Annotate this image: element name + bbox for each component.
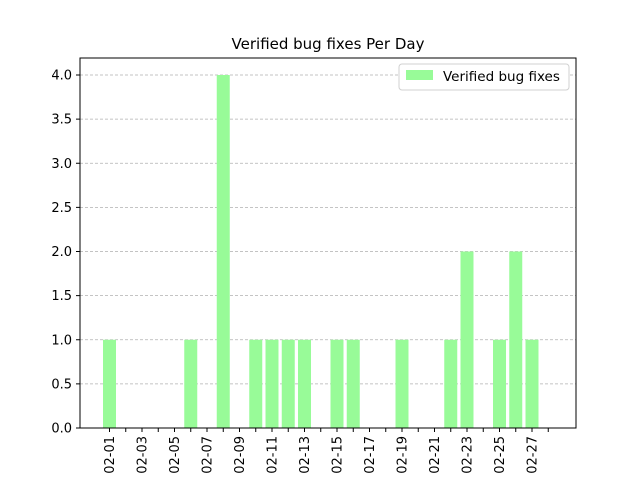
bar	[460, 251, 474, 428]
x-tick-label: 02-17	[363, 436, 378, 474]
bar	[493, 339, 506, 428]
x-tick-label: 02-13	[298, 436, 313, 474]
x-axis: 02-01 02-03 02-05 02-07 02-09 02-11 02-13 02-15…	[103, 428, 549, 474]
y-axis: 0.0 0.5 1.0 1.5 2.0 2.5 3.0 3.5 4.0	[51, 69, 80, 437]
x-tick-label: 02-27	[526, 436, 541, 474]
y-tick-label: 3.0	[51, 157, 72, 172]
x-tick-label: 02-21	[428, 436, 443, 474]
x-tick-label: 02-09	[233, 436, 248, 474]
x-tick-label: 02-23	[461, 436, 476, 474]
legend: Verified bug fixes	[398, 63, 570, 91]
x-tick-label: 02-15	[331, 436, 346, 474]
grid-lines	[80, 74, 576, 429]
bar	[330, 339, 344, 428]
bar	[103, 339, 116, 428]
legend-label: Verified bug fixes	[443, 69, 560, 85]
y-tick-label: 3.5	[51, 113, 72, 128]
bar	[525, 339, 539, 428]
bar	[444, 339, 458, 428]
x-tick-label: 02-01	[103, 436, 118, 474]
bar	[216, 75, 230, 428]
chart-title: Verified bug fixes Per Day	[232, 35, 425, 53]
bars	[103, 75, 539, 428]
y-tick-label: 2.0	[51, 245, 72, 260]
x-tick-label: 02-07	[201, 436, 216, 474]
x-tick-label: 02-05	[168, 436, 183, 474]
x-tick-label: 02-19	[396, 436, 411, 474]
y-tick-label: 4.0	[51, 69, 72, 84]
x-tick-label: 02-25	[493, 436, 508, 474]
bar	[281, 339, 295, 428]
y-tick-label: 0.0	[51, 422, 72, 437]
legend-box	[398, 63, 570, 91]
x-tick-label: 02-11	[266, 436, 281, 474]
y-tick-label: 0.5	[51, 377, 72, 392]
bar	[184, 339, 198, 428]
axes-frame	[79, 57, 577, 429]
x-tick-label: 02-03	[136, 436, 151, 474]
bar	[298, 339, 311, 428]
bar	[249, 339, 263, 428]
bar	[346, 339, 360, 428]
bar	[509, 251, 523, 428]
bar	[395, 339, 409, 428]
y-tick-label: 1.0	[51, 333, 72, 348]
legend-swatch	[406, 70, 433, 80]
y-tick-label: 2.5	[51, 201, 72, 216]
y-tick-label: 1.5	[51, 289, 72, 304]
bar	[265, 339, 279, 428]
